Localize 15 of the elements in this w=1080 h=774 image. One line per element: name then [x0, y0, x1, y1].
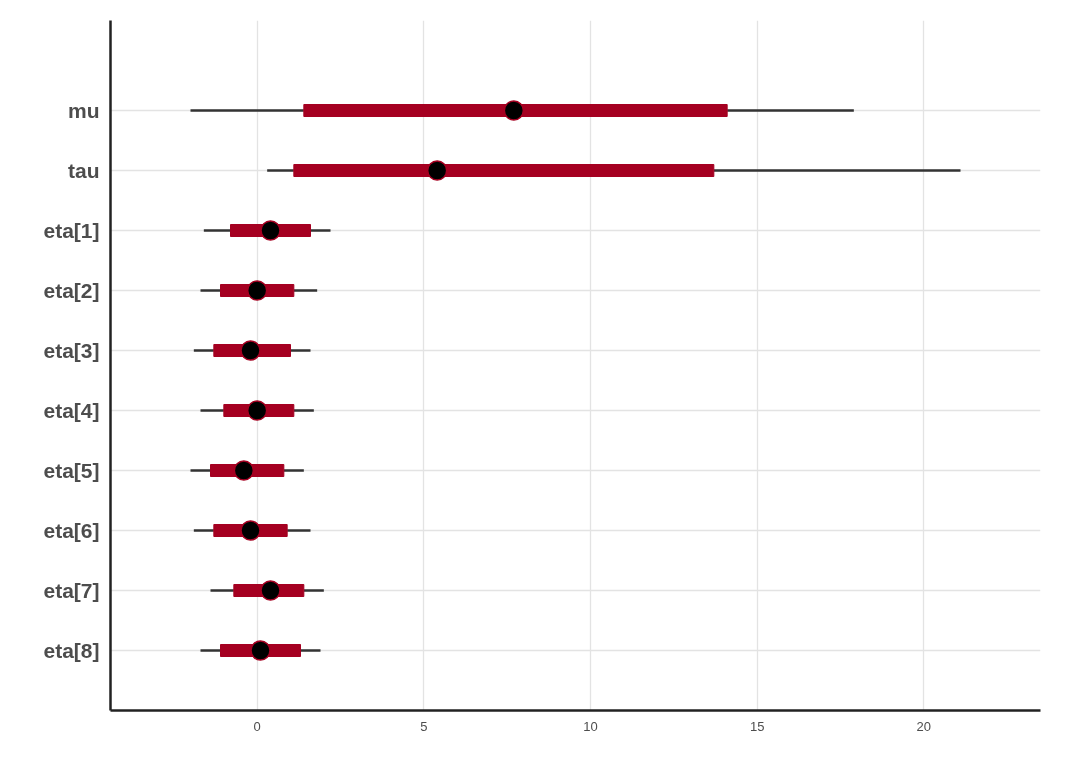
y-tick-label: mu — [68, 99, 100, 122]
x-tick-label: 10 — [583, 718, 598, 734]
y-tick-label: eta[4] — [43, 399, 100, 422]
y-tick-label: eta[6] — [43, 519, 100, 542]
y-tick-label: eta[3] — [43, 339, 100, 362]
y-tick-label: eta[5] — [43, 459, 100, 482]
y-tick-label: eta[7] — [43, 579, 100, 602]
x-tick-label: 0 — [253, 718, 261, 734]
x-tick-label: 5 — [420, 718, 428, 734]
y-tick-label: tau — [68, 159, 100, 182]
x-tick-label: 20 — [916, 718, 932, 734]
y-tick-label: eta[8] — [43, 639, 100, 662]
y-tick-label: eta[2] — [43, 279, 100, 302]
x-tick-label: 15 — [749, 718, 765, 734]
y-tick-label: eta[1] — [43, 219, 100, 242]
